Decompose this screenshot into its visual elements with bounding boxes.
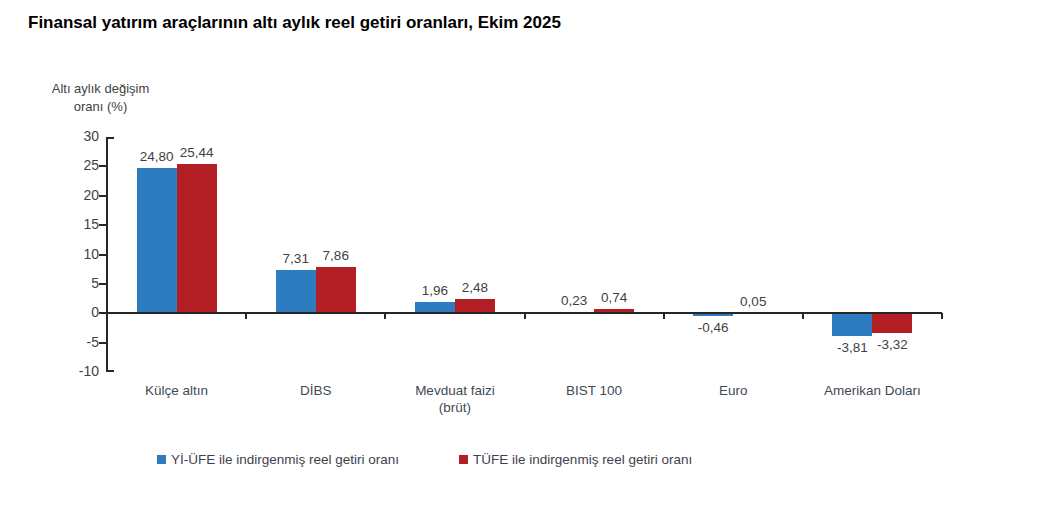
x-axis-tick (384, 313, 386, 319)
y-tick-15 (99, 224, 107, 226)
legend-item-tufe: TÜFE ile indirgenmiş reel getiri oranı (459, 452, 692, 467)
y-tick-label--10: -10 (55, 363, 99, 379)
x-category-label-3: BIST 100 (524, 383, 664, 400)
chart-title: Finansal yatırım araçlarının altı aylık … (28, 13, 561, 33)
value-label-series1-cat1: 7,86 (304, 248, 368, 263)
value-label-series0-cat4: -0,46 (681, 320, 745, 335)
y-tick-20 (99, 195, 107, 197)
legend-item-yi-ufe: Yİ-ÜFE ile indirgenmiş reel getiri oranı (157, 452, 399, 467)
y-tick-label-10: 10 (55, 246, 99, 262)
bar-series0-cat1 (276, 270, 316, 313)
value-label-series1-cat2: 2,48 (443, 280, 507, 295)
x-category-label-0: Külçe altın (107, 383, 247, 400)
y-tick-0 (99, 312, 107, 314)
plot-area: 24,807,311,960,23-0,46-3,8125,447,862,48… (107, 137, 942, 372)
y-tick-label-30: 30 (55, 128, 99, 144)
y-axis-title: Altı aylık değişim oranı (%) (28, 80, 173, 115)
x-category-label-2: Mevduat faizi (brüt) (385, 383, 525, 417)
x-axis-tick (524, 313, 526, 319)
y-tick-label-0: 0 (55, 304, 99, 320)
y-axis-top-cap (106, 137, 114, 139)
bar-series1-cat2 (455, 299, 495, 314)
legend-label-tufe: TÜFE ile indirgenmiş reel getiri oranı (473, 452, 692, 467)
bar-series1-cat5 (872, 313, 912, 333)
y-tick-10 (99, 254, 107, 256)
value-label-series1-cat5: -3,32 (860, 337, 924, 352)
y-tick-label-20: 20 (55, 187, 99, 203)
value-label-series1-cat0: 25,44 (165, 145, 229, 160)
x-axis-tick (802, 313, 804, 319)
legend-swatch-tufe (459, 455, 468, 464)
y-tick--5 (99, 342, 107, 344)
legend-label-yi-ufe: Yİ-ÜFE ile indirgenmiş reel getiri oranı (171, 452, 399, 467)
y-tick-label--5: -5 (55, 334, 99, 350)
bar-series1-cat1 (316, 267, 356, 313)
value-label-series1-cat3: 0,74 (582, 290, 646, 305)
chart-page: Finansal yatırım araçlarının altı aylık … (0, 0, 1053, 531)
y-tick-label-15: 15 (55, 216, 99, 232)
bar-series0-cat0 (137, 168, 177, 314)
chart-legend: Yİ-ÜFE ile indirgenmiş reel getiri oranı… (157, 452, 692, 467)
y-tick-label-5: 5 (55, 275, 99, 291)
y-axis-title-line1: Altı aylık değişim (28, 80, 173, 98)
x-axis-tick (941, 313, 943, 319)
y-tick-25 (99, 165, 107, 167)
x-category-label-1: DİBS (246, 383, 386, 400)
x-category-label-5: Amerikan Doları (802, 383, 942, 400)
bar-series1-cat0 (177, 164, 217, 313)
y-axis-bottom-cap (106, 370, 114, 372)
x-axis-tick (663, 313, 665, 319)
y-tick-5 (99, 283, 107, 285)
y-tick-label-25: 25 (55, 157, 99, 173)
x-axis-tick (245, 313, 247, 319)
bar-series0-cat5 (832, 313, 872, 335)
x-category-label-4: Euro (663, 383, 803, 400)
value-label-series1-cat4: 0,05 (721, 294, 785, 309)
y-axis-title-line2: oranı (%) (28, 98, 173, 116)
legend-swatch-yi-ufe (157, 455, 166, 464)
